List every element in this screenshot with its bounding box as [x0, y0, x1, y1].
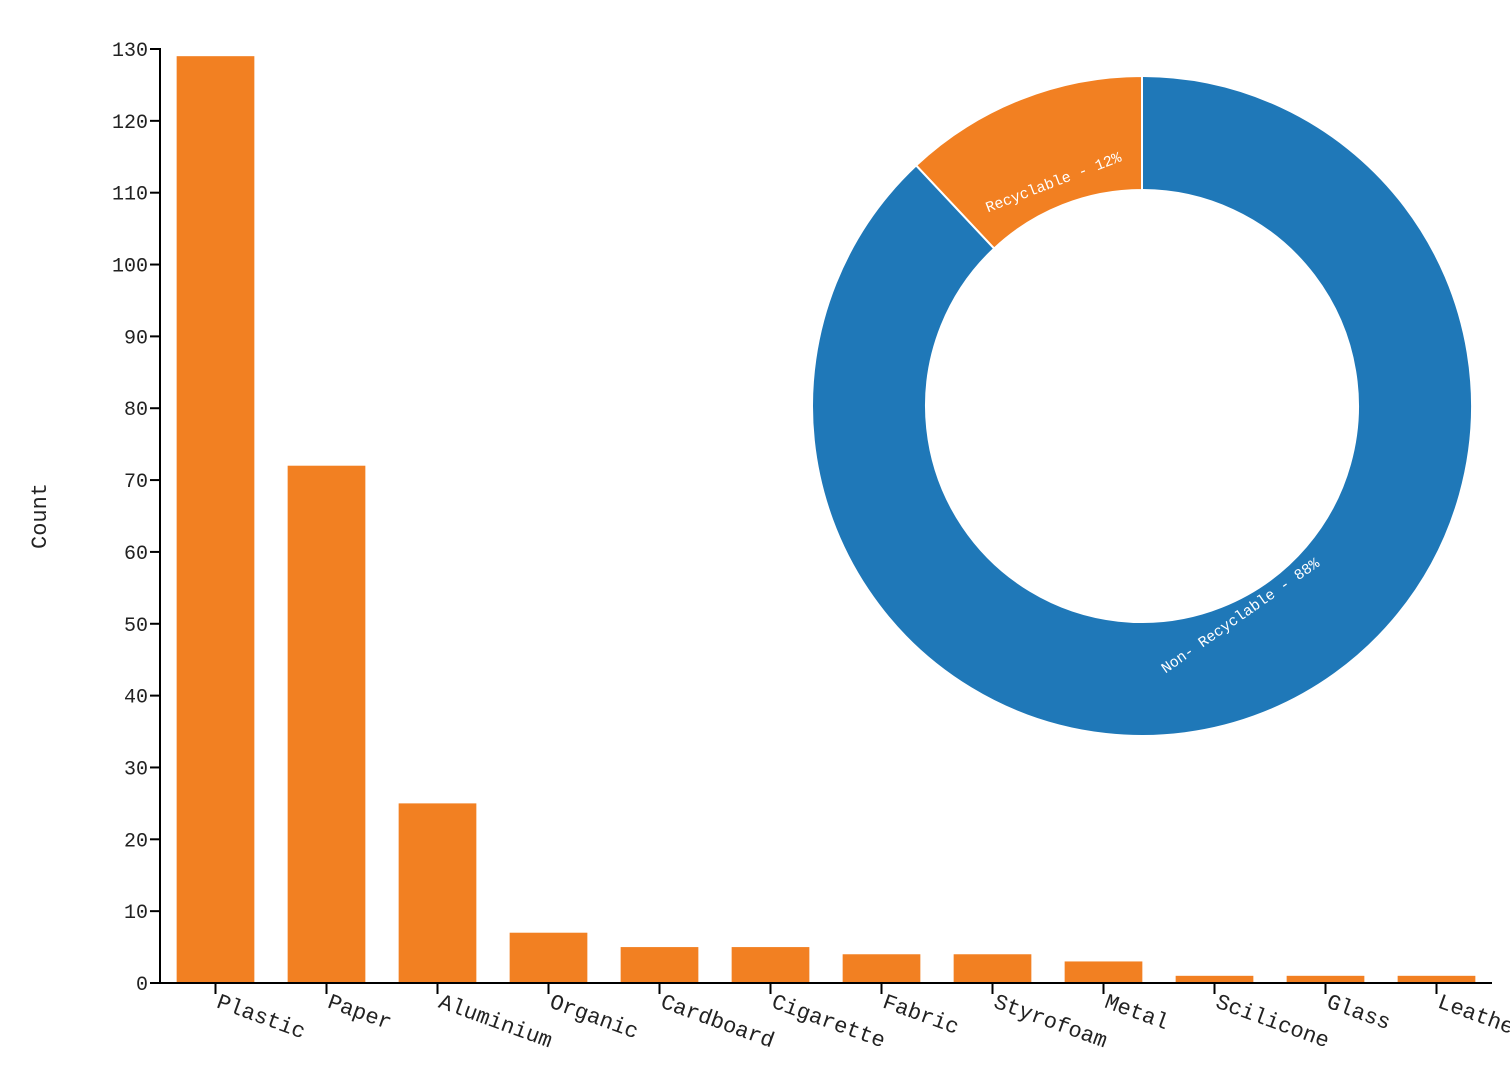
bar-fabric	[842, 954, 921, 983]
slice-non-recyclable	[811, 74, 1473, 737]
y-tick-label: 30	[124, 758, 148, 781]
bar-scilicone	[1175, 975, 1254, 983]
x-tick-label: Organic	[546, 990, 641, 1045]
bar-group	[176, 56, 1476, 984]
y-tick-label: 130	[112, 40, 148, 63]
bar-glass	[1286, 975, 1365, 983]
x-tick-label: Fabric	[879, 990, 962, 1041]
x-tick-label: Cardboard	[657, 990, 777, 1054]
bar-cardboard	[620, 947, 699, 983]
x-tick-label: Leather	[1434, 990, 1510, 1045]
y-tick-label: 0	[136, 974, 148, 997]
y-tick-label: 20	[124, 830, 148, 853]
y-tick-label: 80	[124, 399, 148, 422]
x-tick-label: Aluminium	[435, 990, 555, 1054]
y-tick-label: 70	[124, 471, 148, 494]
x-tick-label: Paper	[324, 990, 395, 1036]
bar-paper	[287, 465, 366, 984]
bar-organic	[509, 932, 588, 983]
x-tick-label: Styrofoam	[990, 990, 1110, 1054]
y-tick-label: 50	[124, 615, 148, 638]
y-tick-label: 40	[124, 687, 148, 710]
x-tick-label: Cigarette	[768, 990, 888, 1054]
bar-styrofoam	[953, 954, 1032, 983]
y-tick-label: 60	[124, 543, 148, 566]
y-tick-label: 110	[112, 184, 148, 207]
bar-plastic	[176, 56, 255, 984]
y-tick-label: 10	[124, 902, 148, 925]
bar-metal	[1064, 961, 1143, 983]
x-tick-label: Glass	[1323, 990, 1394, 1036]
x-tick-label: Plastic	[213, 990, 308, 1045]
x-tick-label: Scilicone	[1212, 990, 1332, 1054]
x-tick-label: Metal	[1101, 990, 1172, 1036]
y-axis: 0 10 20 30 40 50 60 70 80 90 100 110 120 130	[112, 40, 161, 997]
bar-aluminium	[398, 803, 477, 983]
y-tick-label: 120	[112, 112, 148, 135]
bar-leather	[1397, 975, 1476, 983]
donut-chart: Recyclable - 12%Non- Recyclable - 88%	[811, 74, 1473, 737]
bar-cigarette	[731, 947, 810, 983]
y-tick-label: 100	[112, 256, 148, 279]
y-axis-title: Count	[28, 483, 53, 549]
donut-slices	[811, 74, 1473, 737]
y-tick-label: 90	[124, 327, 148, 350]
